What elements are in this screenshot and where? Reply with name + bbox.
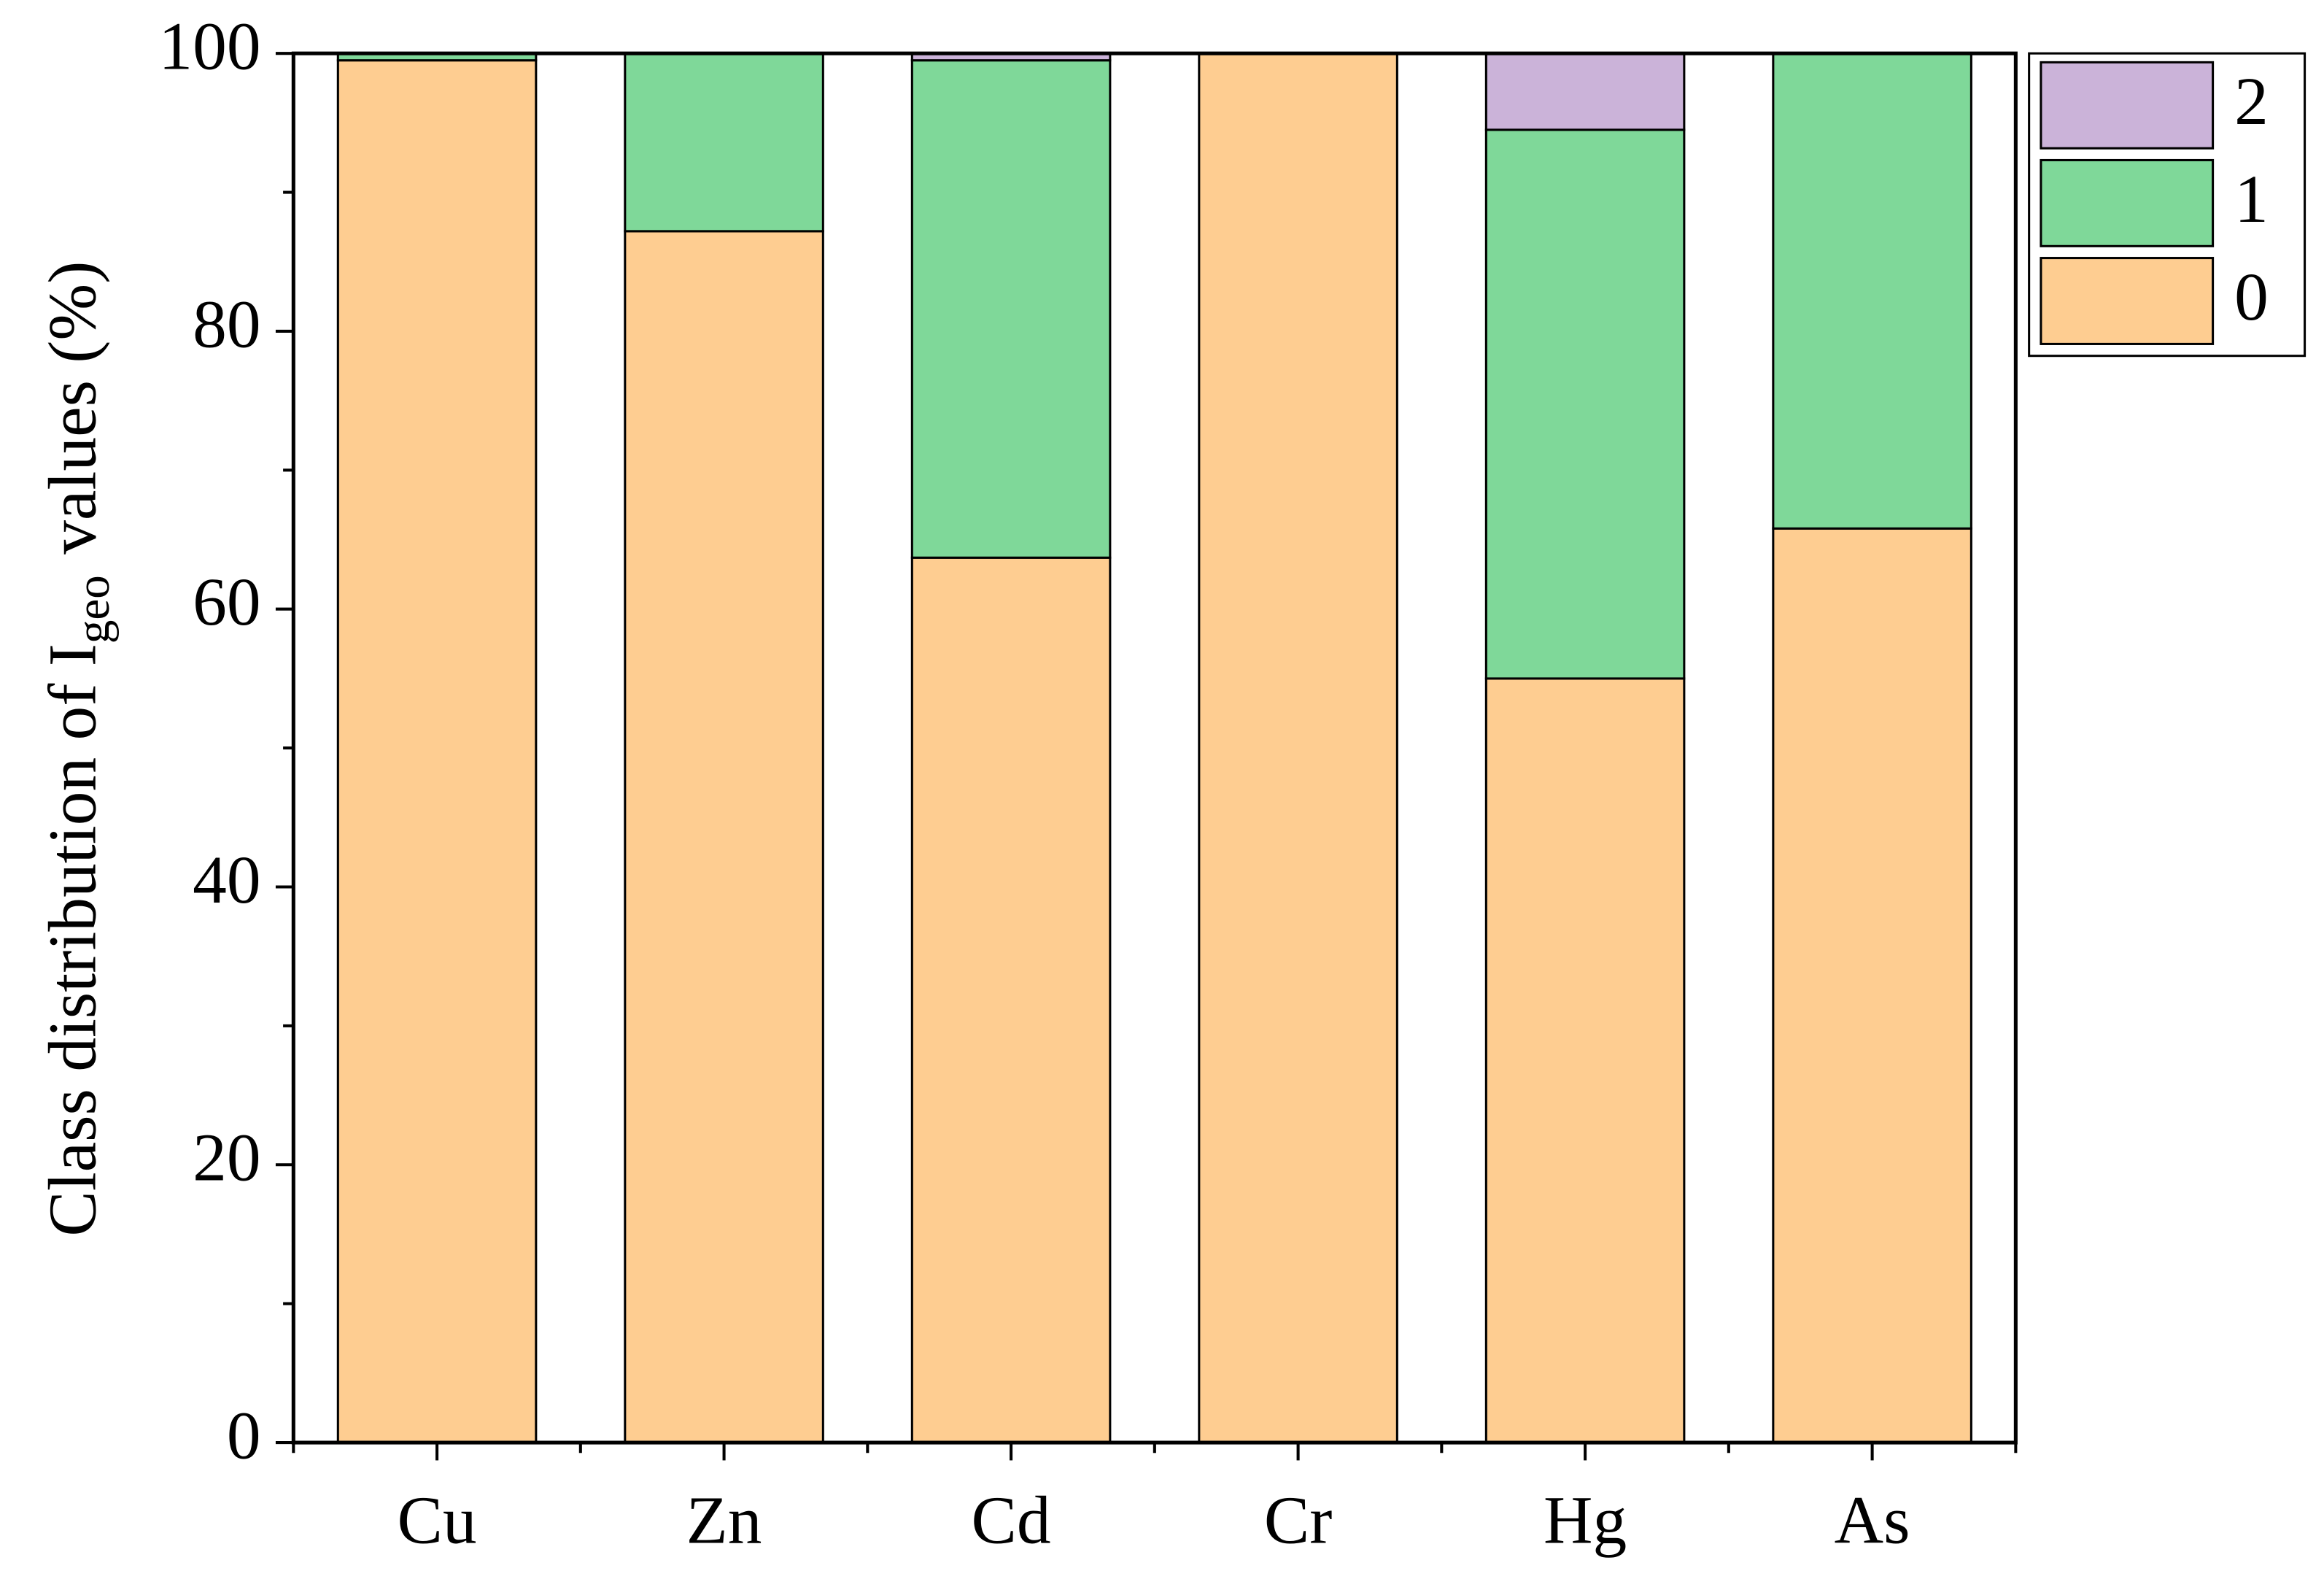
x-tick-label: Zn <box>686 1483 762 1558</box>
legend-label: 0 <box>2234 260 2269 335</box>
bar-segment <box>1484 677 1686 1444</box>
bar-segment <box>624 52 824 233</box>
bar-segment <box>1198 52 1398 1444</box>
y-label-text: Class distribution of I <box>36 644 111 1237</box>
legend-swatch <box>2040 61 2215 150</box>
plot-frame <box>291 51 2018 1445</box>
y-tick-label: 100 <box>158 9 260 85</box>
bar-segment <box>1772 527 1972 1444</box>
x-tick-label: Hg <box>1543 1483 1627 1558</box>
y-tick-label: 20 <box>193 1121 260 1196</box>
legend-label: 1 <box>2234 162 2269 237</box>
bar-segment <box>1484 128 1686 680</box>
x-tick-label: Cr <box>1264 1483 1332 1558</box>
bar-segment <box>624 230 824 1444</box>
y-label-suffix: values (%) <box>36 261 111 555</box>
y-tick-label: 40 <box>193 843 260 918</box>
bar-segment <box>336 59 538 1444</box>
bar-segment <box>910 556 1112 1444</box>
y-tick-label: 0 <box>227 1398 261 1473</box>
legend-label: 2 <box>2234 64 2269 139</box>
y-axis-label: Class distribution of Igeo values (%) <box>36 261 120 1237</box>
y-tick-label: 60 <box>193 565 260 640</box>
y-label-subscript: geo <box>67 575 120 644</box>
x-tick-label: Cu <box>398 1483 477 1558</box>
x-tick-label: Cd <box>972 1483 1051 1558</box>
bar-segment <box>1772 52 1972 530</box>
y-tick-label: 80 <box>193 287 260 362</box>
legend-swatch <box>2040 158 2215 247</box>
legend-swatch <box>2040 257 2215 345</box>
x-tick-label: As <box>1835 1483 1910 1558</box>
bar-segment <box>910 59 1112 559</box>
bar-segment <box>1484 52 1686 131</box>
